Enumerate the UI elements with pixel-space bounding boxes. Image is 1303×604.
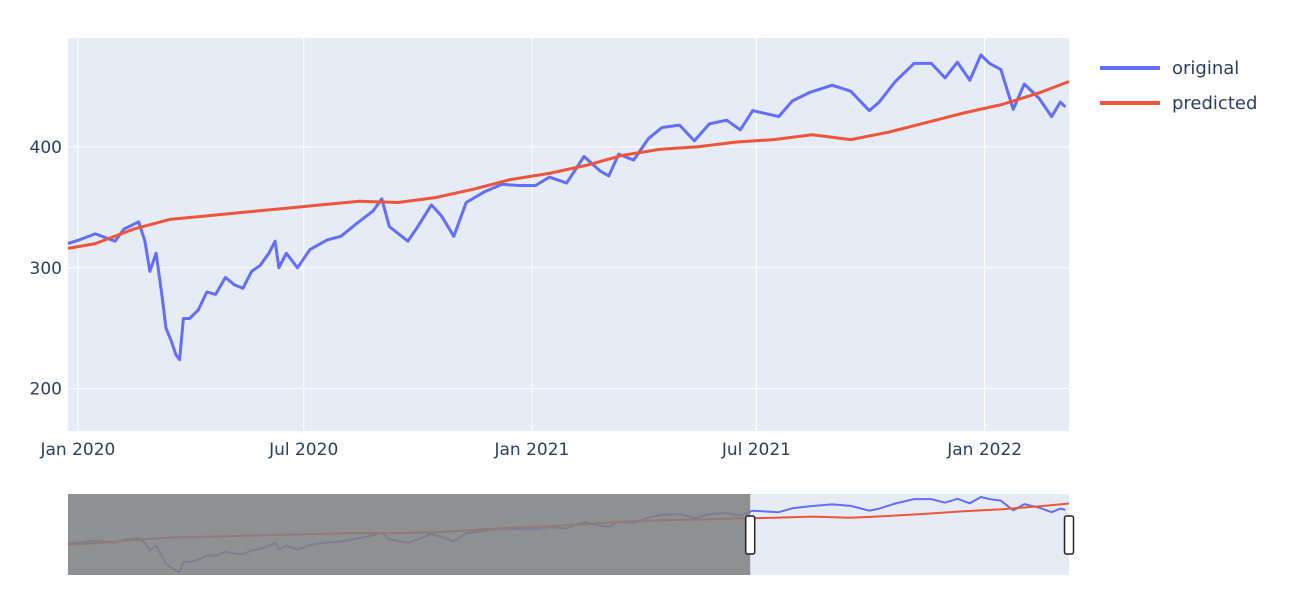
x-tick-label: Jan 2020	[39, 440, 115, 460]
y-tick-label: 200	[30, 380, 62, 400]
x-tick-label: Jul 2020	[268, 440, 338, 460]
plot-area[interactable]	[68, 38, 1069, 431]
y-tick-labels: 200 300 400	[30, 138, 62, 400]
legend-item-original[interactable]: original	[1100, 58, 1239, 79]
range-slider[interactable]	[67, 494, 1075, 575]
x-gridlines	[77, 38, 986, 431]
series-line-predicted	[67, 80, 1070, 250]
y-gridlines	[68, 146, 1069, 390]
legend-item-predicted[interactable]: predicted	[1100, 93, 1257, 114]
legend-label: predicted	[1172, 93, 1257, 114]
range-slider-unselected-mask	[68, 494, 751, 575]
x-tick-labels: Jan 2020 Jul 2020 Jan 2021 Jul 2021 Jan 2022	[39, 440, 1022, 460]
x-tick-label: Jan 2022	[946, 440, 1022, 460]
x-tick-label: Jul 2021	[721, 440, 791, 460]
range-slider-right-handle[interactable]	[1063, 515, 1075, 555]
legend-label: original	[1172, 58, 1239, 79]
series-line-original	[67, 53, 1067, 362]
series-lines	[67, 53, 1070, 362]
x-tick-label: Jan 2021	[493, 440, 569, 460]
range-slider-left-handle[interactable]	[744, 515, 756, 555]
y-tick-label: 300	[30, 259, 62, 279]
legend: original predicted	[1100, 58, 1257, 114]
y-tick-label: 400	[30, 138, 62, 158]
